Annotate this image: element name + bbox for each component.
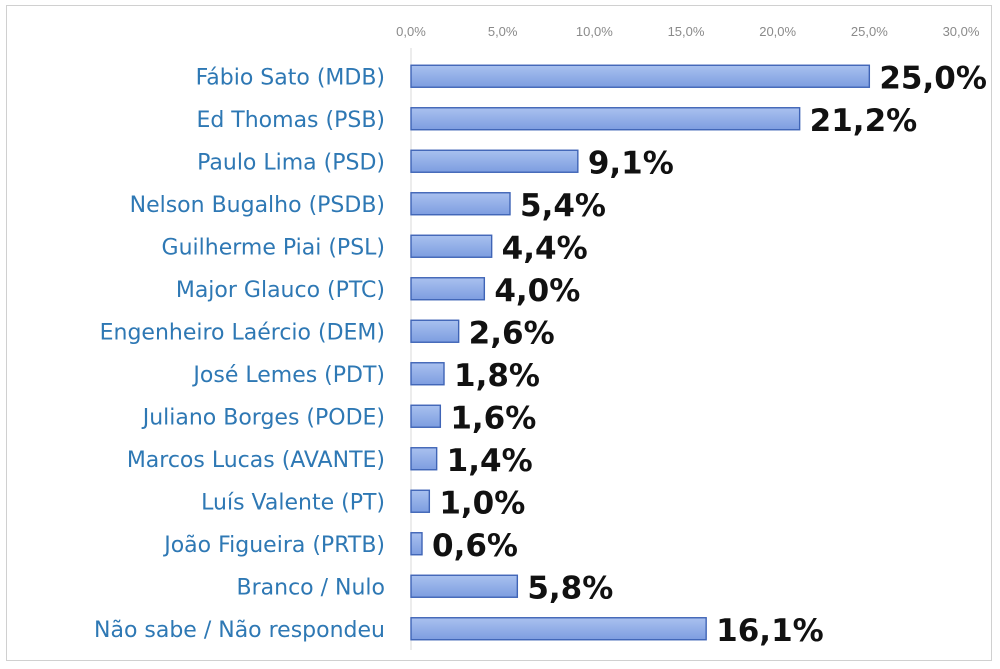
data-label: 5,4% [520, 188, 606, 224]
category-label: Fábio Sato (MDB) [196, 65, 385, 90]
bar [410, 319, 460, 343]
bar [410, 277, 486, 301]
data-label: 21,2% [810, 103, 918, 139]
bars [410, 64, 871, 641]
category-label: Nelson Bugalho (PSDB) [130, 193, 385, 218]
category-labels: Fábio Sato (MDB) Ed Thomas (PSB) Paulo Lim… [94, 65, 385, 643]
bar [410, 149, 579, 173]
x-tick-label: 20,0% [759, 24, 796, 39]
data-label: 1,0% [439, 485, 525, 521]
x-axis-ticks: 0,0% 5,0% 10,0% 15,0% 20,0% 25,0% 30,0% [396, 24, 980, 39]
category-label: Marcos Lucas (AVANTE) [127, 448, 385, 473]
bar [410, 107, 801, 131]
bar [410, 447, 438, 471]
bar [410, 404, 442, 428]
bar [410, 64, 871, 88]
data-label: 16,1% [716, 613, 824, 649]
data-label: 5,8% [527, 570, 613, 606]
x-tick-label: 30,0% [943, 24, 980, 39]
x-tick-label: 15,0% [668, 24, 705, 39]
category-label: José Lemes (PDT) [191, 363, 385, 388]
data-label: 0,6% [432, 528, 518, 564]
x-tick-label: 0,0% [396, 24, 426, 39]
category-label: Guilherme Piai (PSL) [162, 235, 385, 260]
category-label: Luís Valente (PT) [201, 490, 385, 515]
category-label: Ed Thomas (PSB) [196, 108, 385, 133]
category-label: Branco / Nulo [237, 575, 386, 600]
category-label: Major Glauco (PTC) [176, 278, 385, 303]
category-label: Engenheiro Laércio (DEM) [100, 320, 385, 345]
category-label: Juliano Borges (PODE) [141, 405, 385, 430]
x-tick-label: 10,0% [576, 24, 613, 39]
x-tick-label: 25,0% [851, 24, 888, 39]
data-label: 25,0% [879, 60, 987, 96]
bar [410, 617, 707, 641]
bar [410, 489, 431, 513]
data-label: 1,6% [450, 400, 536, 436]
x-tick-label: 5,0% [488, 24, 518, 39]
data-labels: 25,0% 21,2% 9,1% 5,4% 4,4% 4,0% 2,6% 1,8% 1,6% 1,… [432, 60, 987, 649]
bar [410, 192, 511, 216]
bar [410, 362, 445, 386]
bar [410, 234, 493, 258]
data-label: 1,8% [454, 358, 540, 394]
data-label: 1,4% [447, 443, 533, 479]
category-label: Não sabe / Não respondeu [94, 618, 385, 643]
bar [410, 532, 423, 556]
data-label: 4,4% [502, 230, 588, 266]
bar [410, 574, 519, 598]
data-label: 9,1% [588, 145, 674, 181]
data-label: 4,0% [494, 273, 580, 309]
category-label: Paulo Lima (PSD) [197, 150, 385, 175]
category-label: João Figueira (PRTB) [162, 533, 385, 558]
data-label: 2,6% [469, 315, 555, 351]
